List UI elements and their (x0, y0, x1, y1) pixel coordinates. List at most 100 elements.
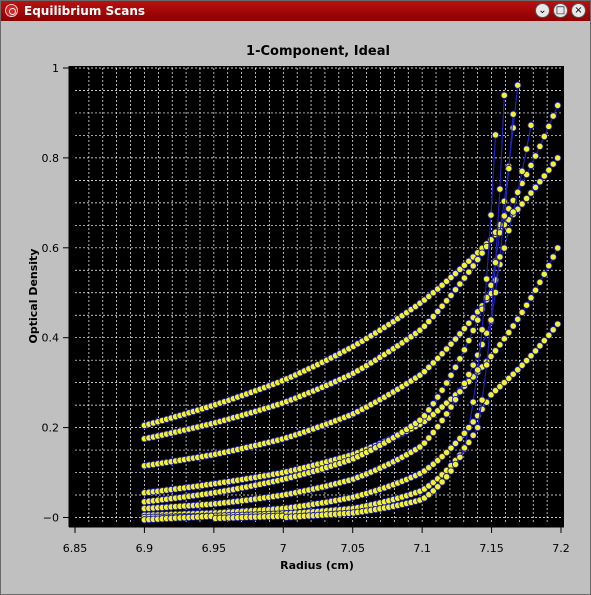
data-point (509, 322, 517, 330)
data-point (518, 361, 526, 369)
data-point (420, 439, 429, 447)
data-point (505, 164, 513, 173)
data-point (451, 460, 460, 469)
data-point (447, 291, 455, 300)
data-point (460, 261, 469, 269)
close-button[interactable]: × (571, 3, 586, 18)
data-point (531, 152, 540, 160)
data-point (527, 161, 535, 170)
data-point (514, 366, 522, 374)
data-point (536, 178, 544, 186)
x-tick-label: 6.85 (63, 542, 88, 555)
data-point (438, 403, 446, 411)
data-point (545, 166, 553, 174)
data-point (438, 452, 446, 461)
data-point (491, 131, 500, 139)
data-point (434, 423, 442, 431)
data-point (456, 434, 464, 443)
data-point (442, 345, 451, 353)
data-point (434, 307, 442, 316)
data-point (456, 280, 464, 288)
grid (75, 67, 561, 522)
maximize-button[interactable]: □ (553, 3, 568, 18)
minimize-button[interactable]: ⌄ (535, 3, 550, 18)
data-point (545, 122, 553, 131)
data-point (451, 395, 460, 404)
data-point (434, 354, 442, 363)
data-point (429, 359, 437, 367)
data-point (509, 124, 517, 132)
data-point (442, 473, 451, 481)
data-point (438, 386, 446, 394)
data-point (474, 255, 482, 264)
data-point (429, 400, 437, 408)
data-point (469, 418, 477, 426)
data-point (549, 253, 557, 261)
data-point (469, 398, 477, 406)
data-point (518, 200, 526, 208)
data-point (442, 448, 451, 457)
y-tick-label: 0.6 (42, 242, 60, 255)
data-point (527, 189, 535, 197)
series-group (140, 121, 535, 470)
y-tick-label: 1 (52, 62, 59, 75)
data-point (474, 316, 482, 324)
data-point (451, 269, 460, 278)
data-point (442, 410, 451, 418)
data-point (487, 352, 495, 361)
data-point (465, 423, 473, 432)
data-point (514, 81, 522, 89)
data-point (536, 142, 544, 151)
series-group (140, 154, 562, 430)
series-group (140, 81, 522, 506)
data-point (465, 370, 473, 379)
data-point (518, 308, 526, 317)
data-point (451, 439, 460, 448)
data-point (500, 378, 508, 387)
data-point (549, 160, 557, 168)
data-point (469, 262, 477, 270)
data-point (554, 244, 562, 252)
data-point (447, 403, 455, 411)
chart-title: 1-Component, Ideal (246, 44, 390, 59)
data-point (527, 294, 535, 302)
series-group (140, 110, 517, 513)
axes: 6.85 6.9 6.95 7 7.05 7.1 7.15 7.2 −0 0.2 0.4 0.6 0.8… (42, 62, 570, 555)
data-point (522, 145, 531, 153)
data-point (487, 316, 495, 324)
data-point (487, 211, 495, 219)
data-point (469, 361, 477, 369)
data-point (425, 317, 433, 326)
data-point (425, 406, 433, 414)
data-point (429, 487, 437, 495)
data-point (460, 346, 469, 354)
data-point (451, 335, 460, 343)
x-axis-title: Radius (cm) (280, 559, 354, 572)
data-point (420, 322, 429, 330)
data-point (465, 257, 473, 265)
data-point (447, 340, 455, 348)
title-bar[interactable]: Equilibrium Scans ⌄ □ × (1, 1, 590, 21)
window-title: Equilibrium Scans (24, 4, 146, 18)
data-point (442, 297, 451, 305)
data-point (540, 270, 548, 278)
app-icon[interactable] (5, 4, 18, 17)
data-point (536, 342, 544, 350)
data-point (505, 374, 513, 383)
data-point (531, 347, 540, 355)
data-point (469, 431, 477, 439)
data-point (518, 167, 526, 175)
x-tick-label: 7.1 (413, 542, 431, 555)
y-tick-label: 0.8 (42, 152, 60, 165)
x-tick-label: 7 (280, 542, 287, 555)
equilibrium-chart: 1-Component, Ideal 6.85 6.9 6.95 7 7.05 7.1 7.… (27, 44, 570, 572)
series-group (140, 320, 562, 519)
y-tick-label: 0.2 (42, 422, 60, 435)
data-point (549, 112, 557, 120)
data-point (420, 367, 429, 376)
data-point (434, 393, 442, 401)
data-point (438, 416, 446, 425)
data-point (491, 258, 500, 267)
data-point (474, 366, 482, 374)
